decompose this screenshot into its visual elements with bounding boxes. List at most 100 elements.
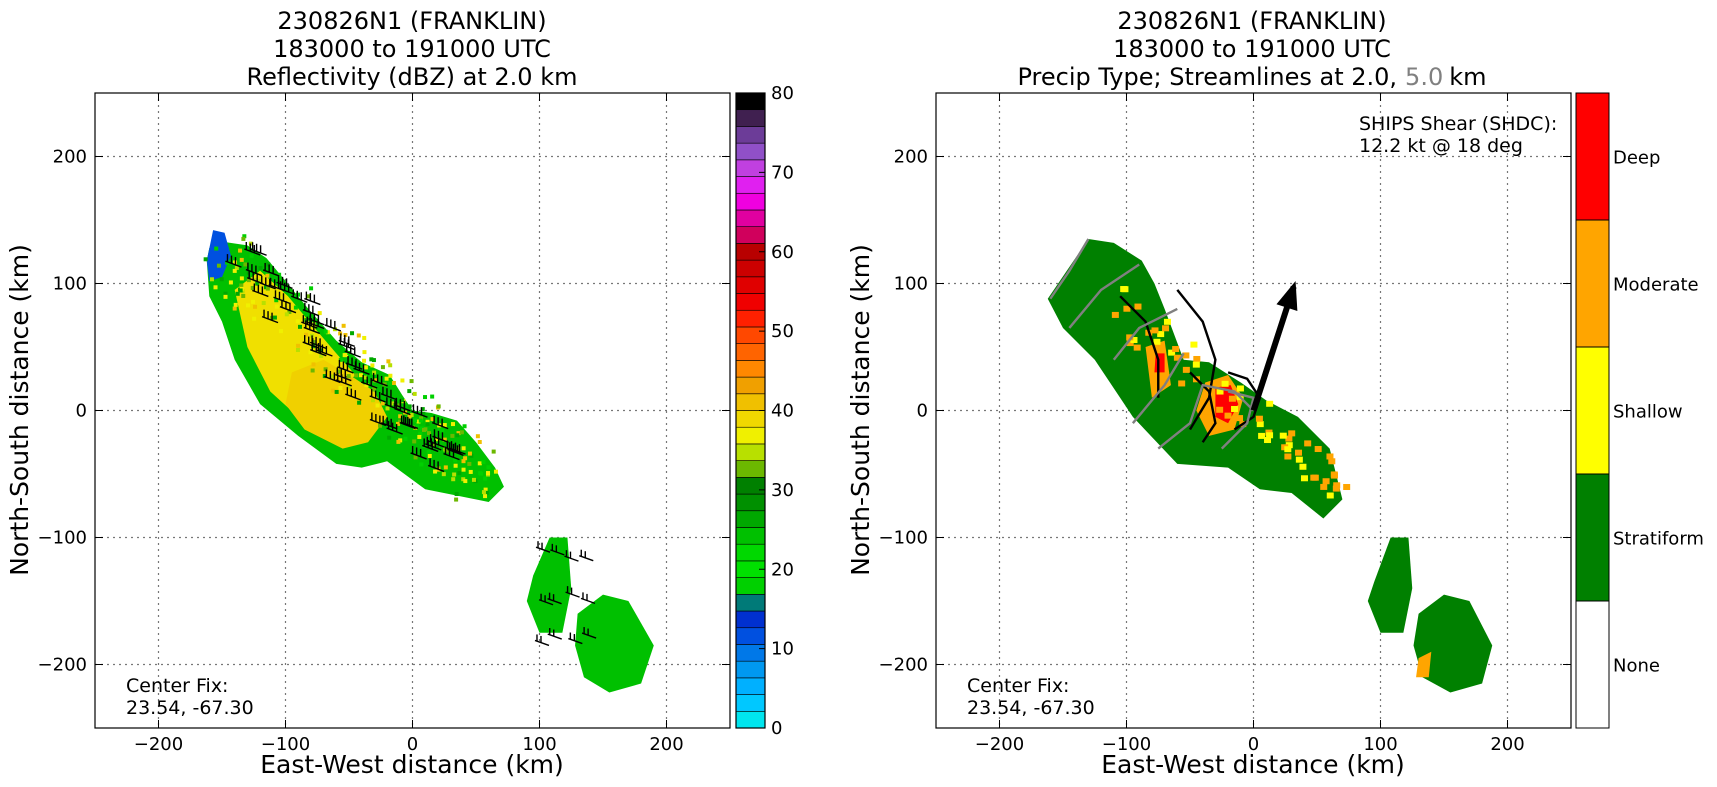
precip-pixel <box>1285 435 1293 442</box>
precip-pixel <box>1178 380 1186 387</box>
streamline <box>1189 371 1217 443</box>
right-title-part-a: Precip Type; Streamlines at 2.0, <box>1018 63 1398 91</box>
colorbar-bin <box>735 142 766 161</box>
echo-pixel <box>437 428 442 433</box>
colorbar-bin <box>735 694 766 712</box>
precip-pixel <box>1157 331 1165 338</box>
precip-pixel <box>1266 400 1274 407</box>
colorbar-bin <box>735 710 766 729</box>
precip-region-stratiform-south-b <box>1413 594 1493 693</box>
echo-pixel <box>307 341 312 346</box>
echo-pixel <box>442 437 447 442</box>
right-ytick-label: 100 <box>894 274 928 295</box>
precip-pixel <box>1314 446 1322 453</box>
wind-barb <box>225 254 242 268</box>
echo-pixel <box>265 286 270 291</box>
echo-pixel <box>491 449 496 454</box>
left-ytick-label: 200 <box>53 147 87 168</box>
wind-barb <box>565 586 580 598</box>
echo-pixel <box>250 285 255 290</box>
echo-pixel <box>450 422 455 427</box>
precip-pixel <box>1126 334 1134 341</box>
echo-pixel <box>356 333 361 338</box>
echo-pixel <box>481 490 486 495</box>
wind-barb <box>421 438 439 453</box>
echo-pixel <box>418 418 423 423</box>
echo-pixel <box>258 265 263 270</box>
streamline <box>1068 263 1140 329</box>
echo-pixel <box>471 477 476 482</box>
echo-pixel <box>347 384 352 389</box>
echo-pixel <box>371 387 376 392</box>
echo-pixel <box>287 310 292 315</box>
echo-pixel <box>467 451 472 456</box>
echo-pixel <box>241 236 246 241</box>
wind-barbs <box>225 241 597 647</box>
colorbar-bin <box>735 477 766 495</box>
echo-pixel <box>252 316 257 321</box>
right-title-line1: 230826N1 (FRANKLIN) <box>1117 7 1386 35</box>
right-xtick-label: 100 <box>1363 734 1397 755</box>
wind-barb <box>262 262 280 277</box>
echo-pixel <box>451 477 456 482</box>
wind-barb <box>308 311 325 326</box>
precip-pixel <box>1111 311 1119 318</box>
echo-pixel <box>334 372 339 377</box>
left-ytick-label: −100 <box>38 528 87 549</box>
colorbar-bin <box>735 209 766 227</box>
precip-pixel <box>1221 380 1229 387</box>
echo-pixel <box>427 453 432 458</box>
echo-pixel <box>409 379 414 384</box>
echo-pixel <box>430 394 435 399</box>
right-xtick-label: −100 <box>1102 734 1151 755</box>
precip-pixel <box>1333 482 1341 489</box>
wind-barb <box>384 397 402 411</box>
wind-barb <box>386 421 403 435</box>
echo-pixel <box>461 446 466 451</box>
echo-pixel <box>412 439 417 444</box>
echo-pixel <box>483 476 488 481</box>
echo-pixel <box>350 331 355 336</box>
echo-pixel <box>407 389 412 394</box>
colorbar-tick-label: 80 <box>771 83 794 104</box>
precip-pixel <box>1182 352 1190 359</box>
echo-pixel <box>456 447 461 452</box>
colorbar-bin <box>735 192 766 211</box>
echo-pixel <box>338 386 343 391</box>
left-ticks: −200 −100 0 100 200 −200 −100 0 100 200 <box>38 93 730 755</box>
right-xtick-label: 200 <box>1490 734 1524 755</box>
echo-pixel <box>435 437 440 442</box>
precip-pixel <box>1190 341 1198 348</box>
echo-pixel <box>398 414 403 419</box>
echo-pixel <box>414 424 419 429</box>
echo-pixel <box>418 431 423 436</box>
colorbar-bin <box>735 677 766 695</box>
wind-barb <box>564 550 579 562</box>
category-swatch <box>1575 92 1610 221</box>
echo-pixel <box>216 263 221 268</box>
streamlines <box>1049 238 1298 450</box>
right-title-line2: 183000 to 191000 UTC <box>1113 35 1391 63</box>
colorbar-bin <box>735 594 766 612</box>
echo-pixel <box>457 471 462 476</box>
right-title-highlight: 5.0 <box>1405 63 1443 91</box>
echo-pixel <box>338 357 343 362</box>
precip-pixel <box>1153 338 1161 345</box>
wind-barb <box>401 415 419 430</box>
echo-pixel <box>232 268 237 273</box>
echo-pixel <box>417 434 422 439</box>
wind-barb <box>250 242 267 256</box>
echo-pixel <box>477 440 482 445</box>
precip-pixel <box>1256 421 1264 428</box>
colorbar-bin <box>735 460 766 478</box>
precip-type-panel: 230826N1 (FRANKLIN) 183000 to 191000 UTC… <box>846 7 1704 779</box>
echo-pixel <box>454 497 459 502</box>
echo-region-south-cell-b <box>575 594 654 693</box>
left-ytick-label: −200 <box>38 655 87 676</box>
wind-barb <box>324 369 341 384</box>
right-xtick-label: −200 <box>975 734 1024 755</box>
echo-pixel <box>334 389 339 394</box>
echo-pixel <box>370 363 375 368</box>
echo-pixel <box>409 412 414 417</box>
echo-pixel <box>461 467 466 472</box>
